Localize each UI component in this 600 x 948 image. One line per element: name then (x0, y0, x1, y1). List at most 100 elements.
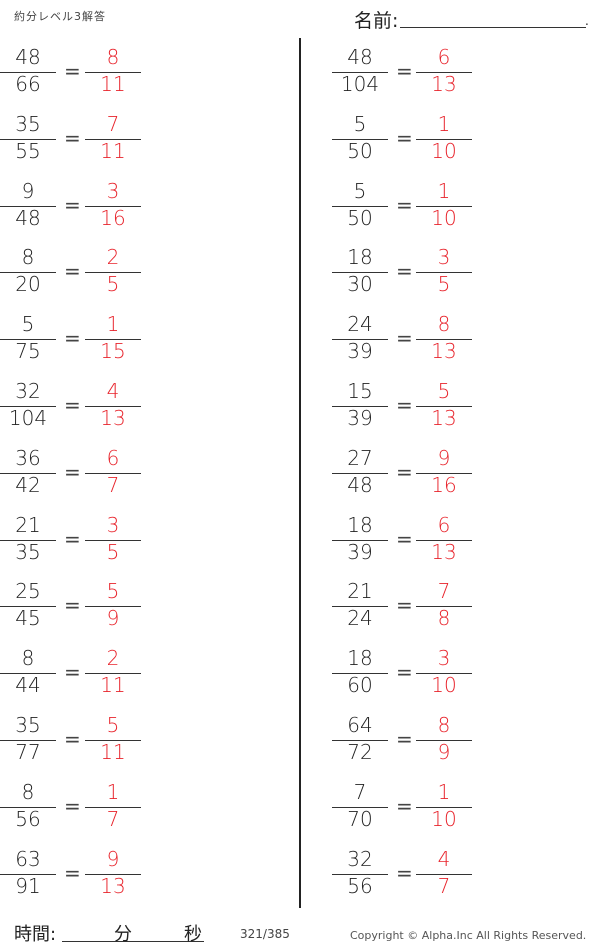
equals-sign: = (64, 59, 81, 83)
numerator: 21 (15, 512, 41, 537)
denominator: 9 (106, 606, 120, 631)
numerator: 1 (437, 779, 451, 804)
denominator: 39 (347, 539, 373, 564)
numerator: 6 (106, 445, 120, 470)
denominator: 13 (431, 339, 457, 364)
numerator: 5 (353, 178, 367, 203)
fraction-bar (0, 72, 56, 73)
denominator: 8 (437, 606, 451, 631)
equals-sign: = (396, 326, 413, 351)
numerator: 5 (106, 579, 120, 604)
equals-sign: = (396, 459, 413, 484)
equals-sign: = (64, 860, 81, 885)
fraction-bar (416, 72, 472, 73)
fraction-bar (416, 339, 472, 341)
denominator: 50 (347, 138, 373, 163)
numerator: 27 (347, 445, 373, 470)
fraction-bar (416, 138, 472, 140)
numerator: 1 (437, 111, 451, 136)
fraction-bar (416, 272, 472, 274)
numerator: 25 (15, 579, 41, 604)
denominator: 10 (431, 806, 457, 831)
fraction-bar (0, 406, 56, 407)
copyright: Copyright © Alpha.Inc All Rights Reserve… (350, 929, 587, 942)
fraction-bar (332, 138, 388, 140)
equals-sign: = (64, 259, 81, 284)
denominator: 13 (100, 873, 126, 898)
numerator: 8 (106, 45, 120, 69)
numerator: 9 (437, 445, 451, 470)
numerator: 9 (21, 178, 35, 203)
numerator: 15 (347, 379, 373, 403)
fraction-bar (85, 272, 141, 274)
denominator: 77 (15, 740, 41, 764)
fraction-bar (332, 72, 388, 73)
numerator: 5 (21, 312, 35, 337)
fraction-bar (332, 740, 388, 741)
fraction-bar (0, 339, 56, 341)
fraction-bar (0, 138, 56, 140)
denominator: 20 (15, 272, 41, 297)
equals-sign: = (64, 660, 81, 685)
name-field-line[interactable] (400, 27, 586, 28)
equals-sign: = (64, 593, 81, 618)
equals-sign: = (396, 192, 413, 217)
numerator: 63 (15, 846, 41, 871)
numerator: 8 (21, 646, 35, 671)
seconds-label: 秒 (184, 924, 202, 945)
worksheet-title: 約分レベル3解答 (14, 10, 106, 23)
denominator: 56 (347, 873, 373, 898)
fraction-bar (332, 539, 388, 541)
fraction-bar (85, 205, 141, 207)
denominator: 10 (431, 673, 457, 698)
numerator: 2 (106, 646, 120, 671)
numerator: 8 (437, 713, 451, 737)
denominator: 15 (100, 339, 126, 364)
equals-sign: = (64, 459, 81, 484)
numerator: 7 (353, 779, 367, 804)
denominator: 55 (15, 138, 41, 163)
denominator: 42 (15, 472, 41, 497)
denominator: 60 (347, 673, 373, 698)
denominator: 104 (340, 72, 380, 96)
denominator: 72 (347, 740, 373, 764)
equals-sign: = (64, 526, 81, 551)
fraction-bar (85, 606, 141, 608)
numerator: 4 (106, 379, 120, 403)
equals-sign: = (64, 326, 81, 351)
time-field-line[interactable] (62, 941, 204, 942)
equals-sign: = (64, 793, 81, 818)
denominator: 7 (106, 806, 120, 831)
denominator: 13 (100, 406, 126, 430)
denominator: 13 (431, 406, 457, 430)
fraction-bar (332, 472, 388, 474)
equals-sign: = (64, 192, 81, 217)
fraction-bar (0, 205, 56, 207)
fraction-bar (85, 406, 141, 407)
fraction-bar (85, 740, 141, 741)
fraction-bar (85, 806, 141, 808)
numerator: 48 (15, 45, 41, 69)
denominator: 75 (15, 339, 41, 364)
equals-sign: = (64, 393, 81, 417)
numerator: 6 (437, 45, 451, 69)
fraction-bar (85, 472, 141, 474)
fraction-bar (0, 873, 56, 875)
denominator: 7 (106, 472, 120, 497)
equals-sign: = (396, 125, 413, 150)
denominator: 10 (431, 138, 457, 163)
equals-sign: = (396, 860, 413, 885)
fraction-bar (416, 673, 472, 675)
denominator: 44 (15, 673, 41, 698)
numerator: 18 (347, 245, 373, 270)
fraction-bar (0, 673, 56, 675)
denominator: 5 (106, 539, 120, 564)
numerator: 3 (106, 178, 120, 203)
fraction-bar (332, 606, 388, 608)
numerator: 5 (106, 713, 120, 737)
fraction-bar (332, 406, 388, 407)
page-number: 321/385 (240, 927, 290, 941)
numerator: 8 (437, 312, 451, 337)
numerator: 35 (15, 111, 41, 136)
